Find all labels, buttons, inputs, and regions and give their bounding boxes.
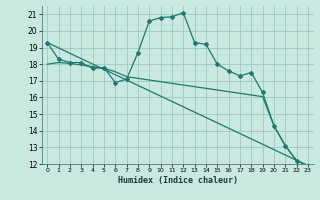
X-axis label: Humidex (Indice chaleur): Humidex (Indice chaleur) [118, 176, 237, 185]
